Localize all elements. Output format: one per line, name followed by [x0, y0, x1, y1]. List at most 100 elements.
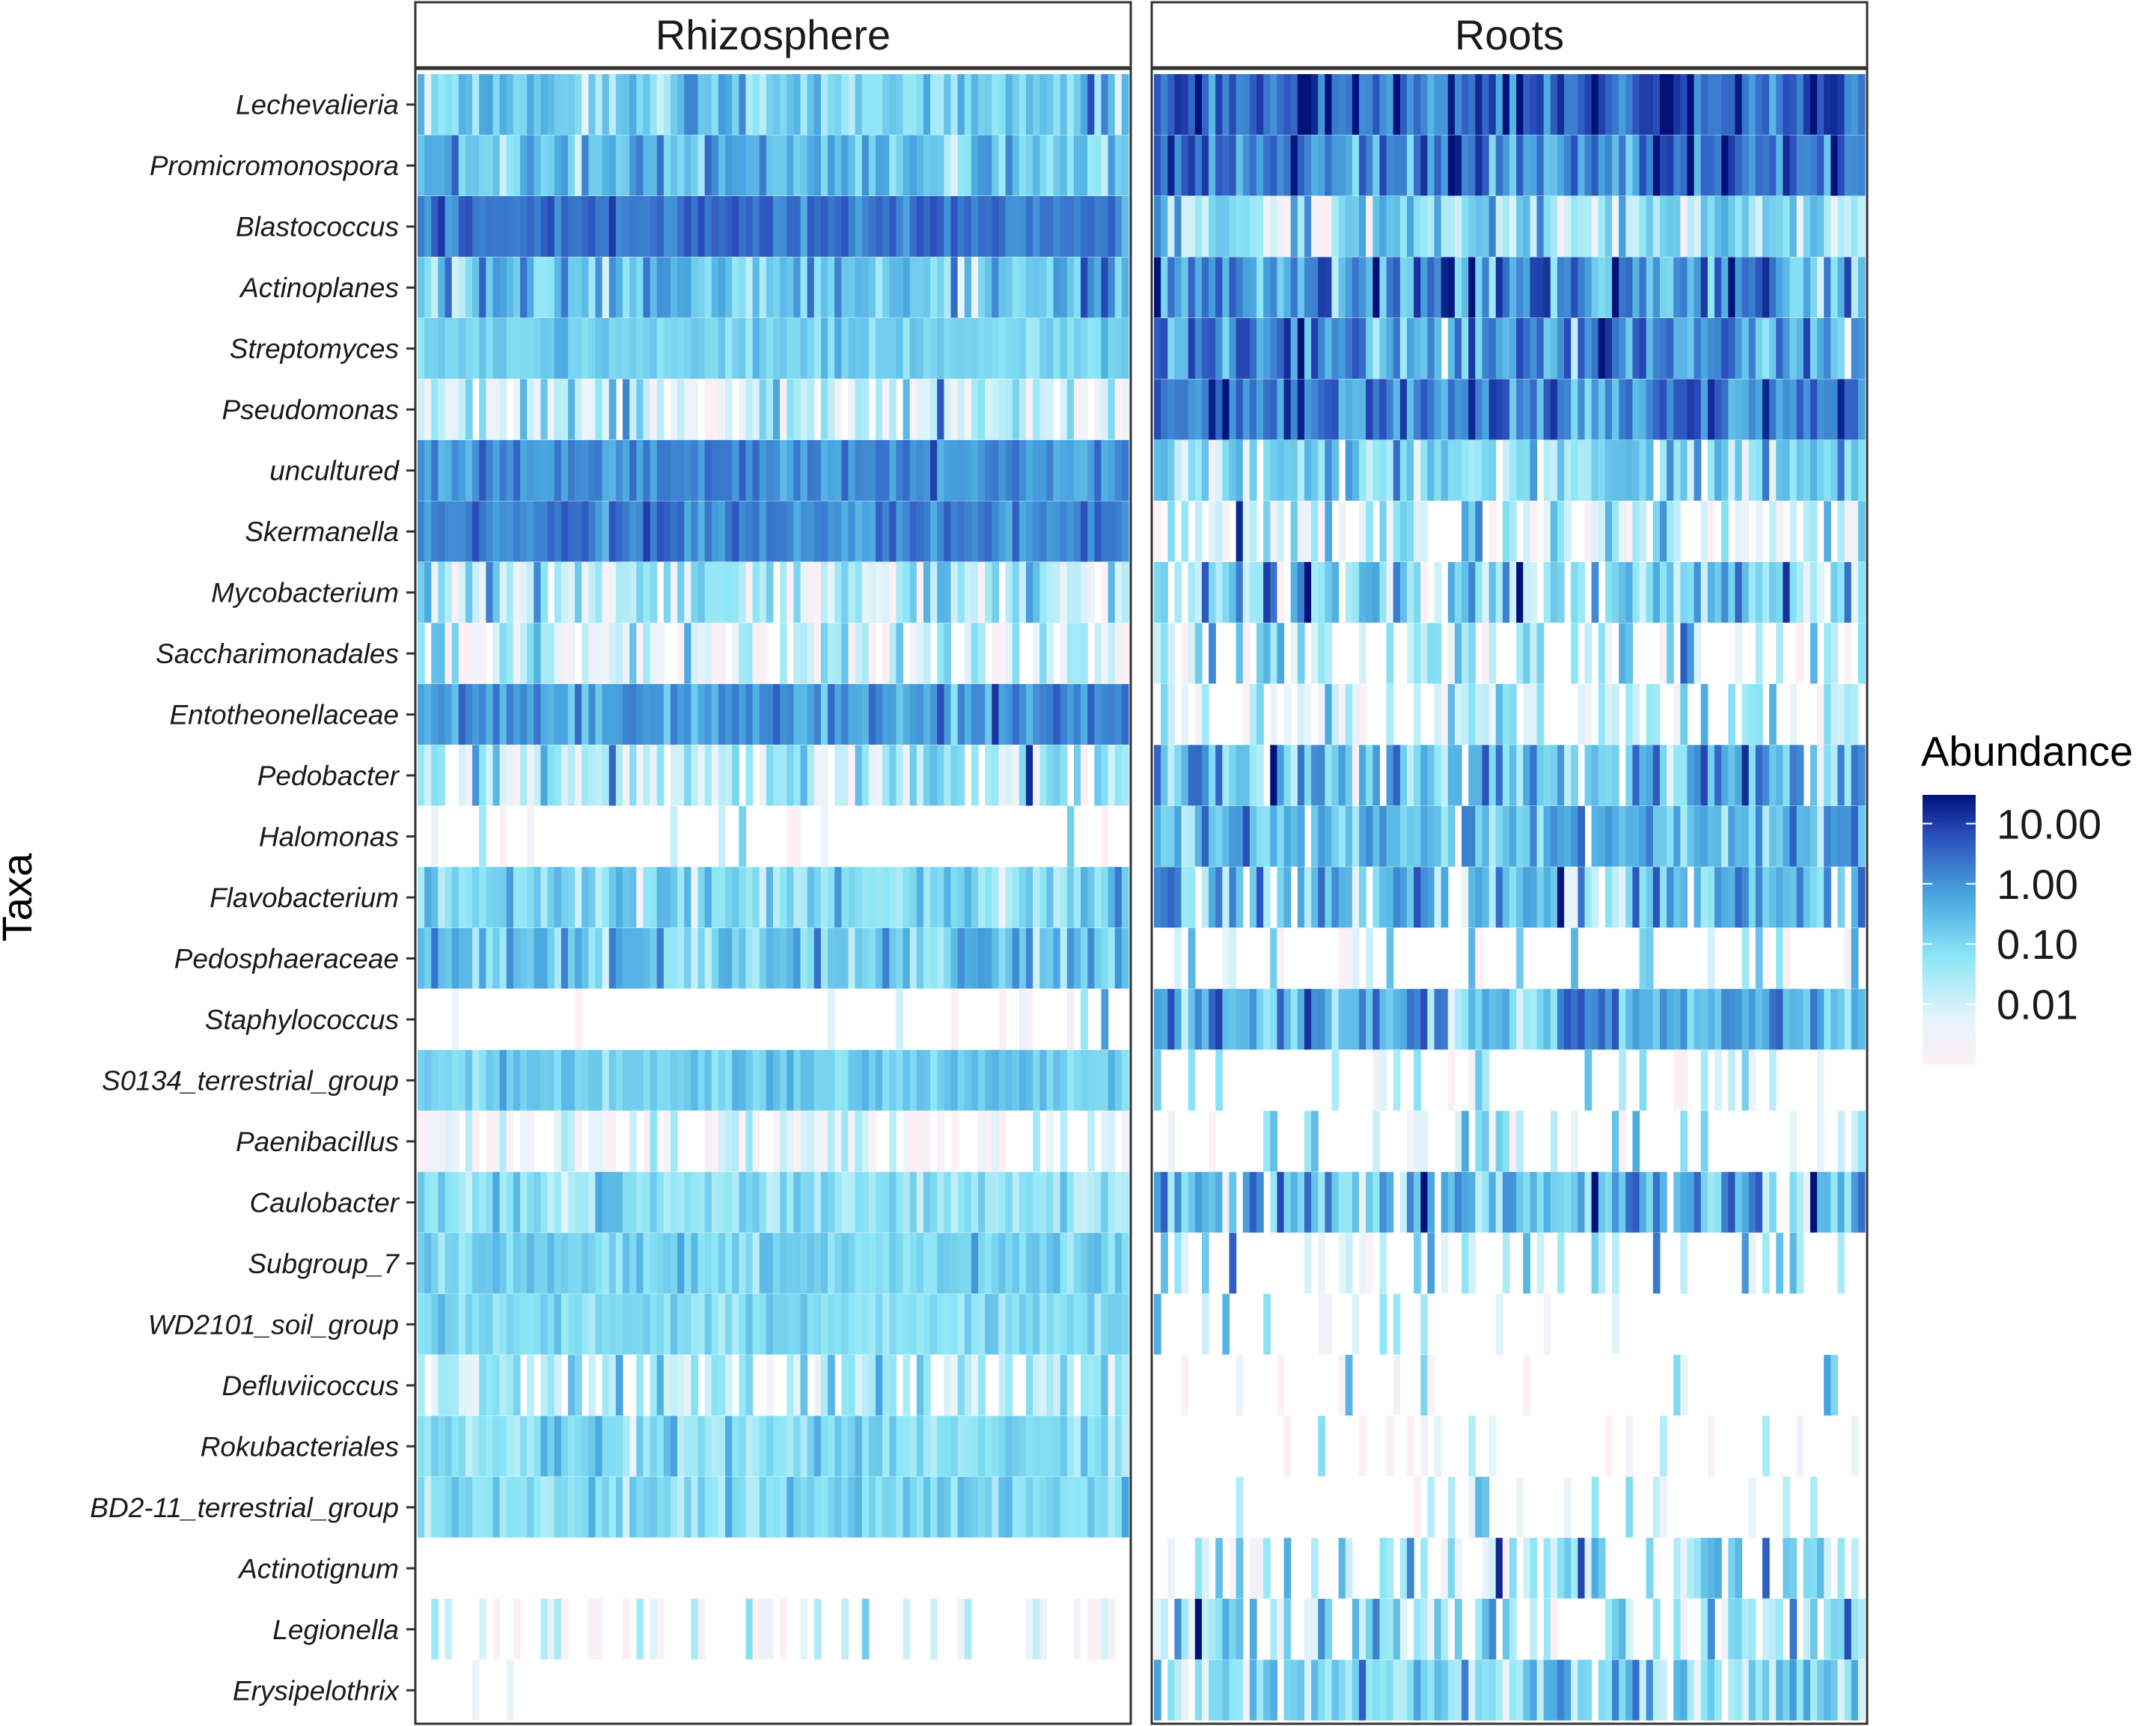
- heatmap-cell-roots: [1735, 745, 1743, 806]
- heatmap-cell-roots: [1564, 1659, 1572, 1721]
- heatmap-cell-roots: [1222, 257, 1230, 318]
- heatmap-cell-rhizosphere: [739, 1111, 747, 1172]
- heatmap-cell-rhizosphere: [813, 257, 822, 318]
- heatmap-cell-roots: [1707, 501, 1715, 562]
- heatmap-cell-rhizosphere: [1073, 745, 1081, 806]
- heatmap-cell-roots: [1488, 257, 1497, 318]
- heatmap-cell-roots: [1454, 317, 1462, 379]
- heatmap-cell-roots: [1667, 135, 1674, 196]
- heatmap-cell-roots: [1550, 317, 1558, 379]
- heatmap-cell-rhizosphere: [643, 1233, 651, 1294]
- heatmap-cell-rhizosphere: [472, 927, 480, 989]
- heatmap-cell-rhizosphere: [787, 1171, 794, 1233]
- heatmap-cell-rhizosphere: [957, 1477, 965, 1538]
- heatmap-cell-roots: [1735, 1599, 1743, 1660]
- heatmap-cell-roots: [1249, 745, 1257, 806]
- heatmap-cell-roots: [1297, 867, 1305, 928]
- heatmap-cell-rhizosphere: [643, 1171, 651, 1233]
- heatmap-cell-rhizosphere: [567, 501, 575, 562]
- heatmap-cell-rhizosphere: [896, 561, 904, 623]
- heatmap-cell-rhizosphere: [787, 1293, 794, 1355]
- heatmap-cell-rhizosphere: [567, 867, 575, 928]
- heatmap-cell-rhizosphere: [766, 317, 774, 379]
- heatmap-cell-rhizosphere: [663, 927, 671, 989]
- heatmap-cell-roots: [1427, 1599, 1435, 1660]
- heatmap-cell-roots: [1639, 257, 1647, 318]
- heatmap-cell-rhizosphere: [1005, 135, 1013, 196]
- heatmap-cell-roots: [1441, 439, 1449, 501]
- heatmap-cell-rhizosphere: [623, 501, 630, 562]
- heatmap-cell-rhizosphere: [848, 927, 856, 989]
- heatmap-cell-roots: [1591, 195, 1599, 257]
- heatmap-cell-roots: [1414, 501, 1421, 562]
- heatmap-cell-roots: [1571, 1111, 1578, 1172]
- heatmap-cell-roots: [1659, 1415, 1667, 1477]
- heatmap-cell-rhizosphere: [623, 745, 630, 806]
- heatmap-cell-roots: [1277, 379, 1285, 440]
- heatmap-cell-rhizosphere: [567, 561, 575, 623]
- heatmap-cell-rhizosphere: [944, 1477, 952, 1538]
- heatmap-cell-roots: [1345, 989, 1353, 1050]
- heatmap-cell-roots: [1475, 439, 1483, 501]
- heatmap-cell-rhizosphere: [889, 1293, 897, 1355]
- heatmap-cell-rhizosphere: [998, 1477, 1007, 1538]
- heatmap-cell-roots: [1270, 1659, 1278, 1721]
- heatmap-cell-roots: [1181, 1355, 1189, 1416]
- heatmap-cell-rhizosphere: [732, 561, 739, 623]
- heatmap-cell-rhizosphere: [787, 683, 794, 745]
- heatmap-cell-rhizosphere: [663, 1171, 671, 1233]
- heatmap-cell-roots: [1242, 74, 1250, 135]
- heatmap-cell-roots: [1509, 257, 1517, 318]
- heatmap-cell-rhizosphere: [1046, 561, 1054, 623]
- heatmap-cell-rhizosphere: [739, 1355, 747, 1416]
- heatmap-cell-roots: [1741, 1171, 1750, 1233]
- heatmap-cell-rhizosphere: [581, 1415, 589, 1477]
- heatmap-cell-rhizosphere: [739, 257, 747, 318]
- heatmap-cell-roots: [1414, 195, 1421, 257]
- heatmap-cell-roots: [1769, 867, 1777, 928]
- heatmap-cell-roots: [1420, 379, 1428, 440]
- heatmap-cell-rhizosphere: [554, 867, 562, 928]
- heatmap-cell-rhizosphere: [1087, 683, 1095, 745]
- heatmap-cell-rhizosphere: [663, 257, 671, 318]
- heatmap-cell-rhizosphere: [1033, 317, 1040, 379]
- heatmap-cell-roots: [1352, 805, 1360, 867]
- heatmap-cell-roots: [1454, 745, 1462, 806]
- heatmap-cell-rhizosphere: [458, 501, 466, 562]
- heatmap-cell-roots: [1462, 867, 1469, 928]
- heatmap-cell-roots: [1366, 1171, 1373, 1233]
- heatmap-cell-roots: [1379, 317, 1387, 379]
- heatmap-cell-roots: [1694, 195, 1702, 257]
- heatmap-cell-rhizosphere: [998, 1355, 1007, 1416]
- heatmap-cell-rhizosphere: [739, 1171, 747, 1233]
- heatmap-cell-roots: [1249, 135, 1257, 196]
- heatmap-cell-roots: [1188, 74, 1196, 135]
- heatmap-cell-rhizosphere: [608, 927, 617, 989]
- heatmap-cell-roots: [1694, 135, 1702, 196]
- heatmap-cell-rhizosphere: [985, 683, 992, 745]
- heatmap-cell-rhizosphere: [855, 195, 863, 257]
- heatmap-cell-roots: [1523, 379, 1530, 440]
- heatmap-cell-rhizosphere: [615, 195, 623, 257]
- heatmap-cell-rhizosphere: [889, 501, 897, 562]
- heatmap-cell-roots: [1851, 195, 1859, 257]
- heatmap-cell-roots: [1741, 1233, 1750, 1294]
- heatmap-cell-roots: [1263, 805, 1271, 867]
- heatmap-cell-rhizosphere: [903, 745, 911, 806]
- heatmap-cell-roots: [1209, 989, 1216, 1050]
- heatmap-cell-roots: [1619, 439, 1626, 501]
- heatmap-cell-rhizosphere: [554, 927, 562, 989]
- heatmap-cell-rhizosphere: [1081, 745, 1088, 806]
- heatmap-cell-roots: [1414, 561, 1421, 623]
- heatmap-cell-roots: [1263, 317, 1271, 379]
- heatmap-cell-rhizosphere: [1046, 623, 1054, 684]
- legend-ticks: 10.001.000.100.01: [1923, 800, 2101, 1028]
- heatmap-cell-rhizosphere: [1108, 257, 1116, 318]
- heatmap-cell-roots: [1735, 1537, 1743, 1599]
- heatmap-cell-roots: [1229, 135, 1237, 196]
- heatmap-cell-rhizosphere: [1101, 195, 1109, 257]
- heatmap-cell-roots: [1714, 867, 1722, 928]
- heatmap-cell-rhizosphere: [992, 1111, 1000, 1172]
- heatmap-cell-rhizosphere: [896, 1233, 904, 1294]
- heatmap-cell-rhizosphere: [1012, 867, 1020, 928]
